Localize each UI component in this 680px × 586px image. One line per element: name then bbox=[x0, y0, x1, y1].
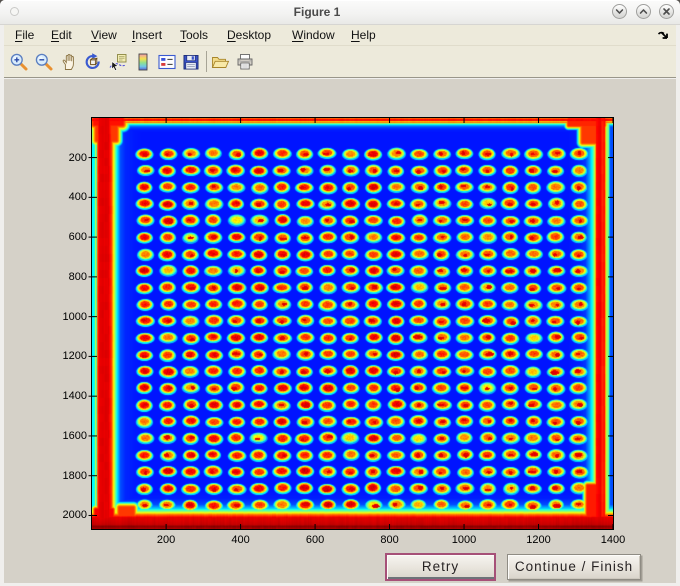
x-tick-label: 400 bbox=[231, 534, 250, 546]
menu-mnemonic: D bbox=[227, 28, 236, 42]
open-folder-icon bbox=[211, 57, 230, 68]
menu-bar: File Edit View Insert Tools Desktop Window Help bbox=[4, 25, 676, 46]
menu-item-view[interactable]: View bbox=[91, 25, 117, 46]
chevron-up-icon bbox=[639, 9, 648, 14]
window-icon bbox=[10, 7, 19, 16]
undock-arrow-icon[interactable] bbox=[656, 29, 670, 43]
menu-mnemonic: V bbox=[91, 28, 99, 42]
maximize-button[interactable] bbox=[636, 4, 651, 19]
retry-button-focus-ring[interactable]: Retry bbox=[385, 553, 496, 581]
axes-ticks bbox=[88, 118, 614, 529]
menu-item-insert[interactable]: Insert bbox=[132, 25, 162, 46]
menu-mnemonic: I bbox=[132, 28, 136, 42]
x-tick-label: 800 bbox=[380, 534, 399, 546]
x-tick-label: 1000 bbox=[451, 534, 477, 546]
y-tick-label: 400 bbox=[68, 191, 87, 204]
y-tick-label: 200 bbox=[68, 151, 87, 164]
legend-icon bbox=[158, 54, 176, 70]
menu-label-rest: esktop bbox=[235, 28, 272, 42]
menu-item-window[interactable]: Window bbox=[292, 25, 335, 46]
colorbar-icon bbox=[138, 53, 148, 71]
x-tick-label: 1200 bbox=[526, 534, 551, 546]
continue-finish-button[interactable]: Continue / Finish bbox=[507, 554, 641, 580]
print-icon bbox=[237, 54, 253, 70]
insert-colorbar-button[interactable] bbox=[132, 51, 154, 73]
menu-label-rest: nsert bbox=[135, 28, 163, 42]
menu-item-tools[interactable]: Tools bbox=[180, 25, 208, 46]
y-tick-label: 1200 bbox=[62, 350, 87, 363]
save-button[interactable] bbox=[180, 51, 202, 73]
minimize-button[interactable] bbox=[612, 4, 627, 19]
menu-label-rest: dit bbox=[59, 28, 72, 42]
menu-label-rest: iew bbox=[98, 28, 117, 42]
menu-label-rest: ools bbox=[186, 28, 209, 42]
save-icon bbox=[183, 55, 199, 70]
print-button[interactable] bbox=[234, 51, 256, 73]
y-tick-label: 1400 bbox=[62, 390, 87, 403]
zoom-in-button[interactable] bbox=[8, 51, 30, 73]
zoom-out-icon bbox=[35, 53, 53, 71]
plot-axes bbox=[88, 117, 614, 530]
x-tick-label: 600 bbox=[305, 534, 325, 546]
x-tick-label: 1400 bbox=[600, 534, 626, 546]
figure-toolbar bbox=[4, 46, 676, 78]
menu-item-desktop[interactable]: Desktop bbox=[227, 25, 271, 46]
figure-canvas-area: 200 400 600 800 1000 1200 1400 200 400 600 800 1000… bbox=[4, 79, 676, 583]
data-cursor-button[interactable] bbox=[107, 51, 129, 73]
menu-mnemonic: T bbox=[180, 28, 186, 42]
pan-hand-icon bbox=[62, 53, 74, 70]
menu-item-file[interactable]: File bbox=[15, 25, 34, 46]
x-tick-label: 200 bbox=[156, 534, 176, 546]
menu-label-rest: elp bbox=[359, 28, 376, 42]
toolbar-separator bbox=[206, 51, 207, 72]
zoom-in-icon bbox=[10, 53, 28, 71]
title-bar: Figure 1 bbox=[0, 0, 680, 25]
menu-label-rest: ile bbox=[22, 28, 35, 42]
rotate-3d-button[interactable] bbox=[82, 51, 104, 73]
y-tick-label: 1800 bbox=[62, 469, 87, 482]
rotate-3d-icon bbox=[85, 53, 100, 70]
menu-mnemonic: W bbox=[292, 28, 304, 42]
pan-button[interactable] bbox=[58, 51, 80, 73]
menu-mnemonic: F bbox=[15, 28, 23, 42]
retry-button[interactable]: Retry bbox=[387, 555, 494, 579]
open-file-button[interactable] bbox=[209, 51, 231, 73]
y-tick-label: 1600 bbox=[62, 429, 87, 442]
plate-heatmap-image bbox=[92, 118, 613, 529]
y-tick-label: 1000 bbox=[62, 310, 87, 323]
close-button[interactable] bbox=[659, 4, 674, 19]
zoom-out-button[interactable] bbox=[33, 51, 55, 73]
data-cursor-icon bbox=[109, 54, 127, 72]
chevron-down-icon bbox=[615, 9, 624, 14]
insert-legend-button[interactable] bbox=[156, 51, 178, 73]
y-tick-label: 600 bbox=[68, 231, 87, 244]
y-tick-label: 2000 bbox=[62, 509, 87, 522]
window-title: Figure 1 bbox=[293, 5, 341, 19]
menu-item-edit[interactable]: Edit bbox=[51, 25, 72, 46]
menu-label-rest: indow bbox=[303, 28, 335, 42]
menu-mnemonic: E bbox=[51, 28, 60, 42]
close-icon bbox=[663, 8, 670, 15]
y-tick-label: 800 bbox=[68, 270, 87, 283]
menu-mnemonic: H bbox=[351, 28, 360, 42]
menu-item-help[interactable]: Help bbox=[351, 25, 376, 46]
